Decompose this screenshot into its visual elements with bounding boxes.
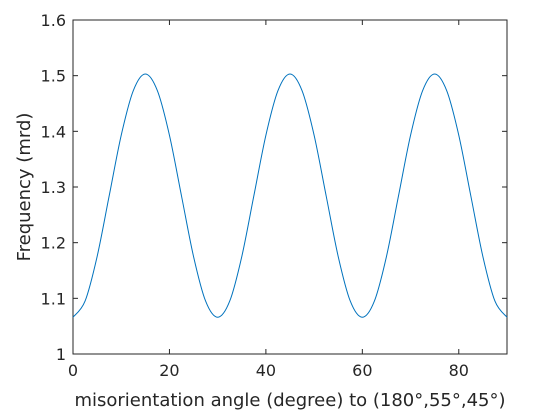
x-tick-label: 20 (159, 361, 179, 380)
x-tick-label: 60 (352, 361, 372, 380)
y-tick-label: 1.4 (41, 122, 66, 141)
y-tick-label: 1 (56, 345, 66, 364)
y-tick-label: 1.3 (41, 178, 66, 197)
plot-area (72, 19, 508, 355)
x-axis-label: misorientation angle (degree) to (180°,5… (74, 390, 505, 411)
y-tick-label: 1.5 (41, 67, 66, 86)
y-tick-label: 1.2 (41, 234, 66, 253)
y-tick-label: 1.1 (41, 289, 66, 308)
x-tick-label: 80 (449, 361, 469, 380)
y-axis-label: Frequency (mrd) (14, 113, 35, 262)
series-layer (72, 73, 508, 318)
x-tick-label: 0 (68, 361, 78, 380)
y-tick-label: 1.6 (41, 11, 66, 30)
axis-ticks: 0 20 40 60 80 1 1.1 1.2 1.3 1.4 1.5 1.6 (41, 11, 507, 380)
series-line (72, 73, 508, 318)
x-tick-label: 40 (256, 361, 276, 380)
